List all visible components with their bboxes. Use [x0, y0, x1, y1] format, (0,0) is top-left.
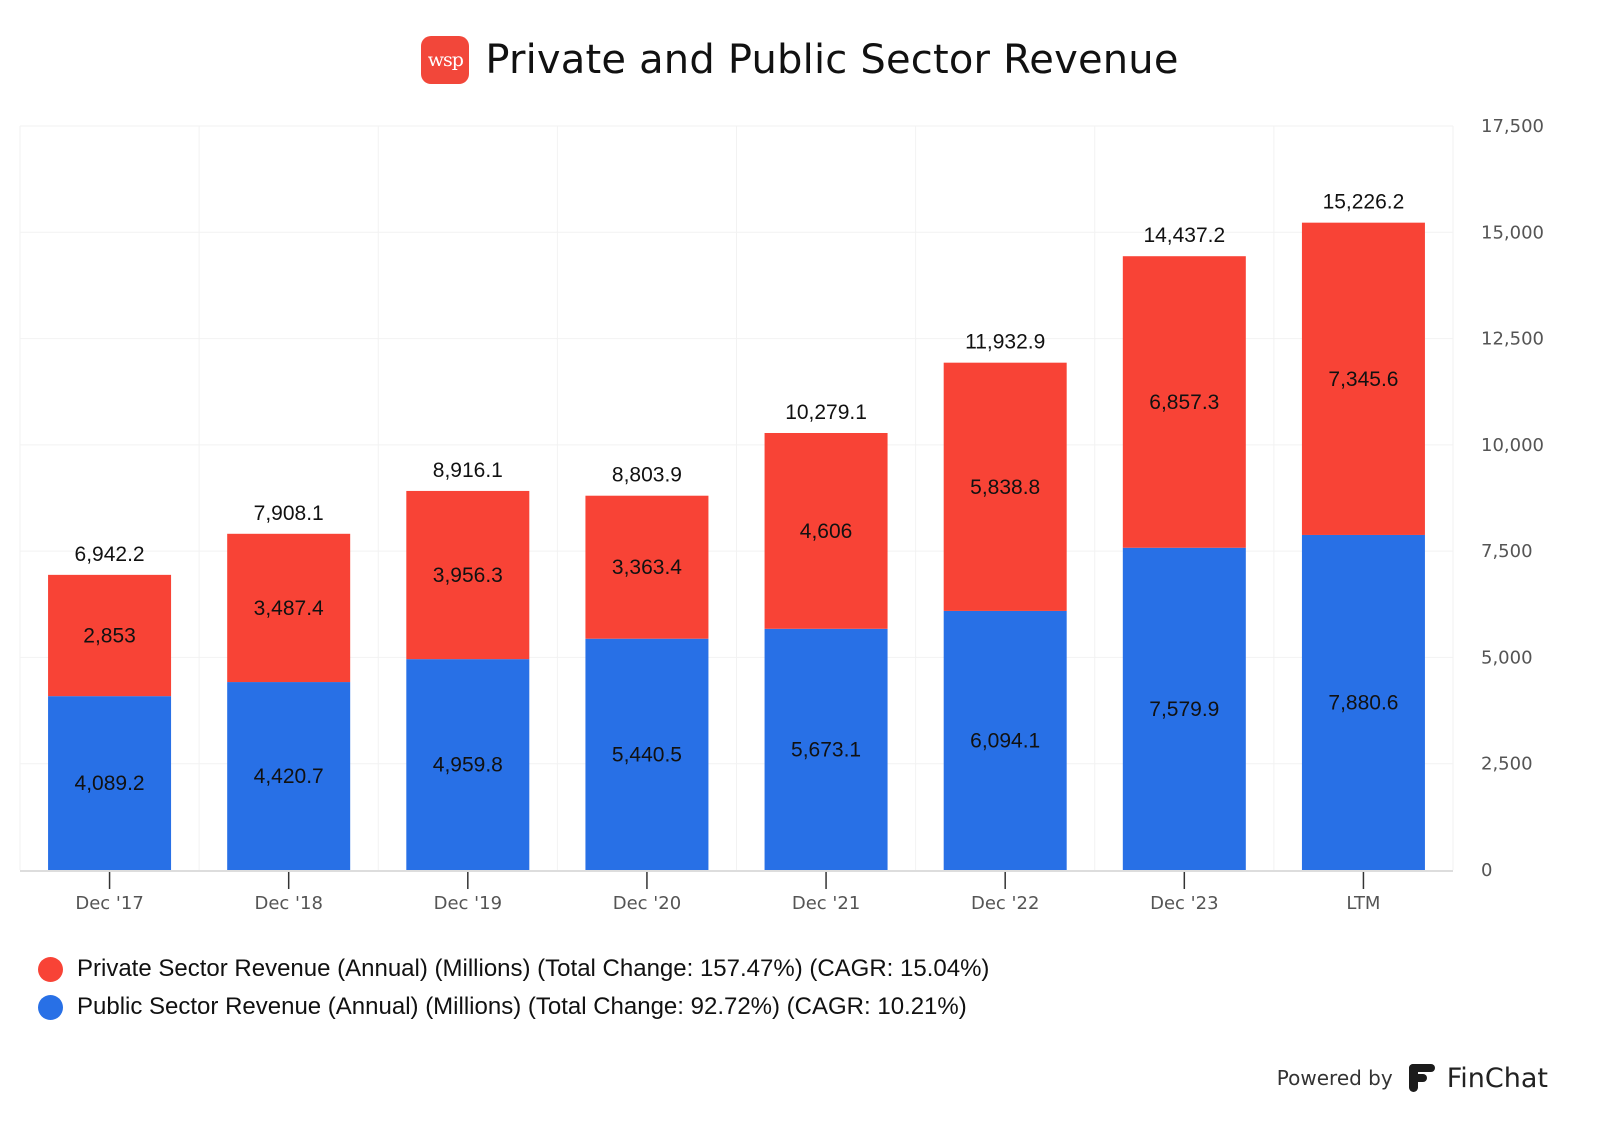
- chart-header: wsp Private and Public Sector Revenue: [0, 36, 1600, 84]
- x-tick-label: LTM: [1346, 893, 1380, 914]
- y-tick-label: 12,500: [1481, 329, 1544, 350]
- data-label-total: 15,226.2: [1323, 191, 1405, 214]
- data-label-private: 4,606: [800, 520, 853, 543]
- data-label-public: 4,089.2: [75, 772, 145, 795]
- data-label-total: 14,437.2: [1143, 224, 1225, 247]
- bar-public-segment: [585, 638, 709, 870]
- data-label-private: 3,363.4: [612, 556, 682, 579]
- legend-item-public[interactable]: Public Sector Revenue (Annual) (Millions…: [38, 988, 989, 1026]
- data-label-private: 7,345.6: [1328, 368, 1398, 391]
- data-label-private: 3,487.4: [254, 597, 324, 620]
- bar-private-segment: [764, 432, 888, 629]
- y-tick-label: 17,500: [1481, 116, 1544, 137]
- finchat-logo-icon: [1408, 1064, 1435, 1092]
- data-label-public: 5,673.1: [791, 738, 861, 761]
- logo-text: wsp: [427, 49, 464, 71]
- bar-public-segment: [943, 610, 1067, 870]
- company-logo-icon: wsp: [421, 36, 470, 84]
- data-label-public: 7,579.9: [1149, 698, 1219, 721]
- bars: [48, 222, 1425, 870]
- bar-private-segment: [48, 574, 172, 697]
- legend-label-public: Public Sector Revenue (Annual) (Millions…: [77, 993, 967, 1020]
- x-tick-label: Dec '22: [971, 893, 1039, 914]
- legend: Private Sector Revenue (Annual) (Million…: [38, 950, 989, 1026]
- bar-public-segment: [1122, 547, 1246, 870]
- data-label-total: 8,803.9: [612, 464, 682, 487]
- x-tick-label: Dec '19: [434, 893, 502, 914]
- footer-attribution: Powered by FinChat: [1277, 1062, 1548, 1094]
- finchat-brand: FinChat: [1446, 1062, 1548, 1094]
- data-label-private: 3,956.3: [433, 564, 503, 587]
- y-tick-label: 15,000: [1481, 222, 1544, 243]
- data-label-total: 7,908.1: [254, 502, 324, 525]
- bar-public-segment: [227, 682, 351, 870]
- x-tick-label: Dec '23: [1150, 893, 1218, 914]
- bar-public-segment: [1301, 534, 1425, 870]
- bar-private-segment: [1122, 256, 1246, 548]
- data-label-public: 4,420.7: [254, 765, 324, 788]
- bar-private-segment: [1301, 222, 1425, 535]
- chart-title: Private and Public Sector Revenue: [485, 37, 1179, 83]
- data-label-total: 8,916.1: [433, 459, 503, 482]
- data-label-public: 6,094.1: [970, 729, 1040, 752]
- x-tick-label: Dec '21: [792, 893, 860, 914]
- data-label-total: 11,932.9: [965, 331, 1045, 354]
- bar-private-segment: [406, 490, 530, 660]
- data-label-private: 2,853: [83, 625, 136, 648]
- data-label-public: 5,440.5: [612, 743, 682, 766]
- bar-private-segment: [943, 362, 1067, 611]
- y-tick-label: 10,000: [1481, 435, 1544, 456]
- legend-item-private[interactable]: Private Sector Revenue (Annual) (Million…: [38, 950, 989, 988]
- bar-private-segment: [585, 495, 709, 639]
- data-label-total: 10,279.1: [785, 401, 867, 424]
- bar-public-segment: [764, 628, 888, 870]
- data-label-private: 6,857.3: [1149, 391, 1219, 414]
- data-label-public: 4,959.8: [433, 754, 503, 777]
- bar-public-segment: [406, 659, 530, 870]
- bar-private-segment: [227, 533, 351, 683]
- x-tick-label: Dec '18: [254, 893, 322, 914]
- axes: 0 2,500 5,000 7,500 10,000 12,500 15,000 17,500…: [20, 116, 1544, 914]
- legend-dot-public-icon: [38, 994, 63, 1020]
- data-labels: 4,089.2 2,853 6,942.2 4,420.7 3,487.4 7,908.1…: [75, 191, 1405, 795]
- y-tick-label: 2,500: [1481, 754, 1533, 775]
- data-label-private: 5,838.8: [970, 476, 1040, 499]
- data-label-public: 7,880.6: [1328, 691, 1398, 714]
- y-tick-label: 5,000: [1481, 647, 1533, 668]
- data-label-total: 6,942.2: [75, 543, 145, 566]
- powered-by-text: Powered by: [1276, 1066, 1393, 1090]
- stacked-bar-chart: 0 2,500 5,000 7,500 10,000 12,500 15,000 17,500…: [19, 116, 1544, 914]
- bar-public-segment: [48, 696, 172, 870]
- legend-dot-private-icon: [38, 956, 63, 982]
- legend-label-private: Private Sector Revenue (Annual) (Million…: [77, 955, 990, 982]
- x-tick-label: Dec '17: [75, 893, 143, 914]
- x-tick-label: Dec '20: [613, 893, 681, 914]
- y-tick-label: 0: [1481, 860, 1492, 881]
- y-tick-label: 7,500: [1481, 541, 1533, 562]
